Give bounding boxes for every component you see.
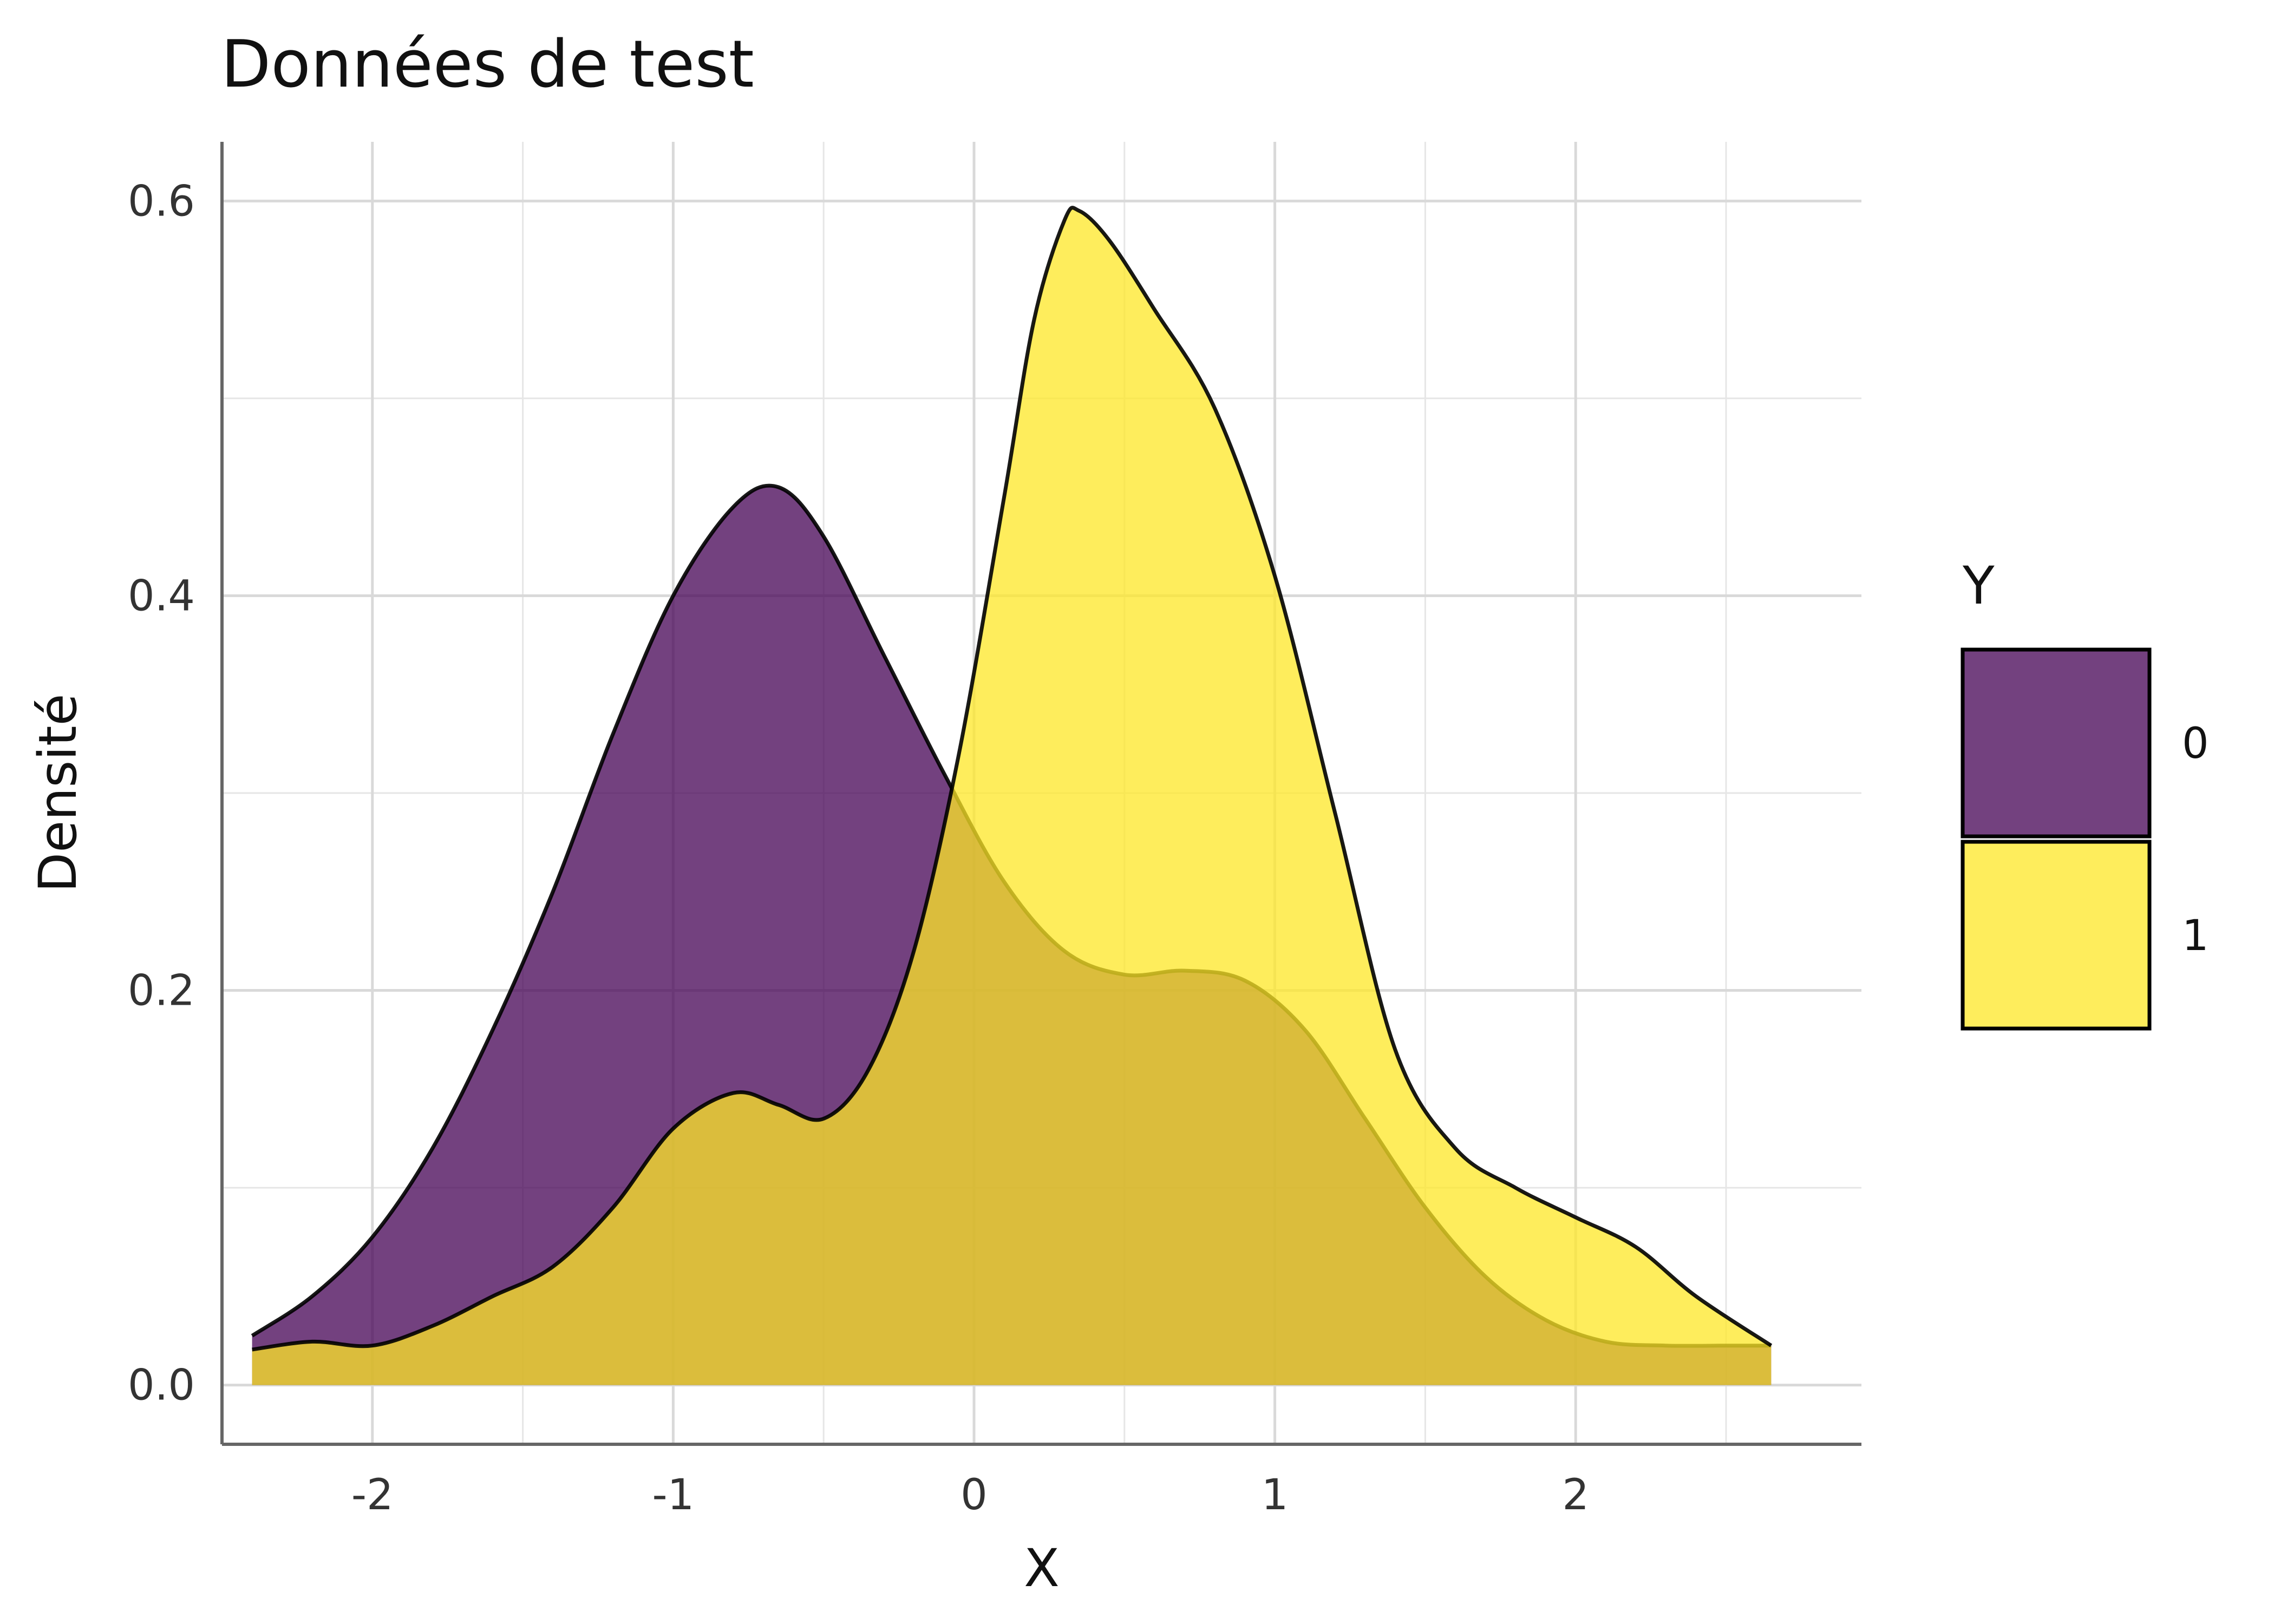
y-tick-label: 0.6	[128, 177, 195, 226]
x-tick-label: -1	[652, 1471, 695, 1520]
x-tick-label: 1	[1262, 1471, 1289, 1520]
density-line-series-1	[252, 206, 1773, 1352]
y-tick-label: 0.4	[128, 572, 195, 620]
legend-label-0: 0	[2182, 719, 2209, 768]
x-tick-labels: -2 -1 0 1 2	[351, 1471, 1589, 1520]
x-axis-title: X	[1024, 1538, 1060, 1599]
y-tick-labels: 0.0 0.2 0.4 0.6	[128, 177, 195, 1410]
chart-title: Données de test	[221, 27, 754, 102]
density-area-series-1	[252, 207, 1772, 1385]
x-tick-label: 0	[960, 1471, 988, 1520]
legend-title: Y	[1962, 555, 1995, 616]
legend: Y 0 1	[1961, 555, 2209, 1031]
x-tick-label: -2	[351, 1471, 394, 1520]
legend-swatch-1	[1961, 840, 2152, 1031]
legend-swatch-0	[1961, 647, 2152, 839]
density-areas	[251, 206, 1773, 1385]
y-tick-label: 0.0	[128, 1361, 195, 1410]
x-tick-label: 2	[1562, 1471, 1589, 1520]
y-tick-label: 0.2	[128, 967, 195, 1016]
legend-label-1: 1	[2182, 912, 2209, 960]
y-axis-title: Densité	[28, 693, 88, 892]
